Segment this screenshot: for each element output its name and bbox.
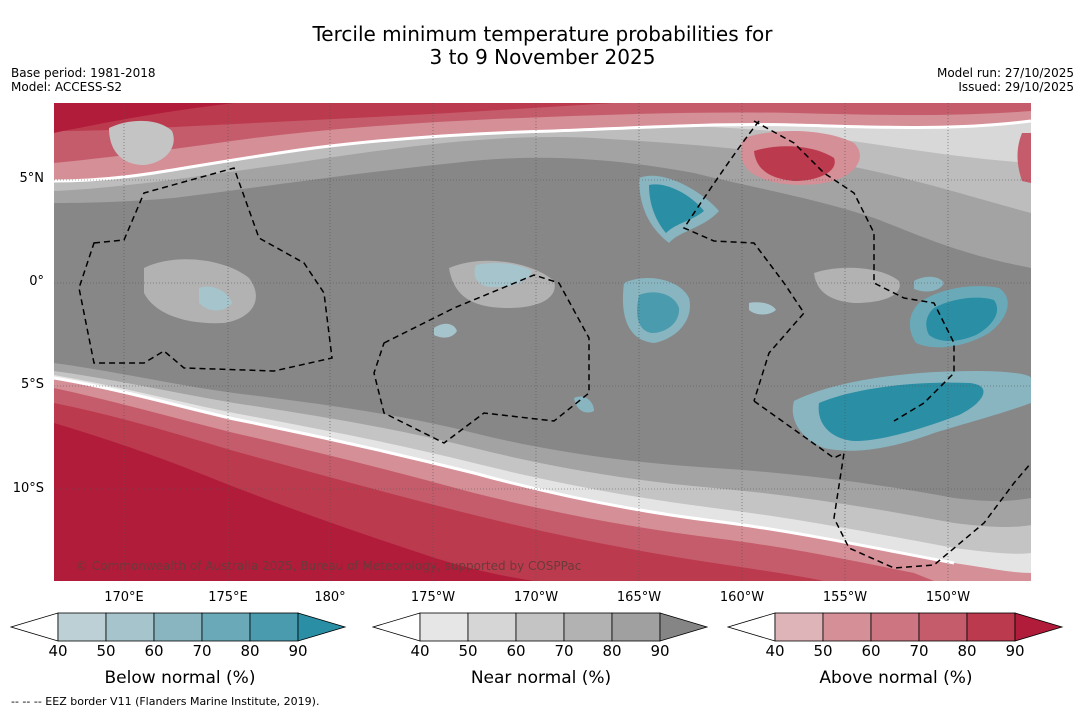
below-patch-small-4 (914, 276, 944, 292)
model-name: Model: ACCESS-S2 (11, 80, 123, 94)
above-colorbar-tick: 50 (813, 642, 833, 660)
near-colorbar-tick: 90 (650, 642, 670, 660)
lon-label-170e: 170°E (104, 590, 144, 605)
colorbar-above (727, 612, 1064, 642)
below-colorbar-under (10, 612, 59, 642)
above-colorbar-segment (918, 612, 968, 642)
below-patch-west (199, 286, 232, 311)
below-colorbar-segment (105, 612, 155, 642)
near-colorbar-segment (419, 612, 469, 642)
below-patch-small-1 (434, 323, 457, 338)
lon-label-150w: 150°W (925, 590, 971, 605)
south-boundary-line (54, 376, 955, 565)
above-colorbar-segment (870, 612, 920, 642)
issued-date: Issued: 29/10/2025 (958, 80, 1074, 94)
east-edge-above (1017, 133, 1031, 183)
colorbar-above-title: Above normal (%) (819, 668, 973, 688)
eez-middle (682, 120, 805, 402)
north-boundary-line (54, 119, 1031, 183)
eez-west (78, 167, 333, 372)
eez-borders (78, 120, 1031, 569)
lon-label-165w: 165°W (616, 590, 662, 605)
north-above-90 (54, 103, 234, 133)
meta-left: Base period: 1981-2018 Model: ACCESS-S2 (11, 66, 156, 94)
lat-label-10s: 10°S (12, 481, 44, 496)
lon-label-175e: 175°E (208, 590, 248, 605)
eez-east (753, 120, 955, 422)
title-line-2: 3 to 9 November 2025 (429, 45, 656, 69)
below-colorbar-tick: 70 (192, 642, 212, 660)
below-colorbar-over (297, 612, 347, 642)
above-colorbar-tick: 60 (861, 642, 881, 660)
copyright-notice: © Commonwealth of Australia 2025, Bureau… (76, 559, 582, 573)
near-colorbar-under (372, 612, 421, 642)
below-patch-small-3 (749, 302, 776, 315)
near-colorbar-segment (515, 612, 565, 642)
south-above-90 (54, 423, 534, 581)
model-run: Model run: 27/10/2025 (936, 66, 1074, 80)
above-colorbar-tick: 70 (909, 642, 929, 660)
below-colorbar-tick: 60 (144, 642, 164, 660)
eez-footnote: -- -- -- EEZ border V11 (Flanders Marine… (11, 695, 320, 708)
north-hole (109, 120, 174, 165)
lon-label-175w: 175°W (410, 590, 456, 605)
above-colorbar-segment (966, 612, 1016, 642)
below-patch-eq (474, 263, 532, 288)
near-colorbar-over (659, 612, 709, 642)
colorbar-below (10, 612, 347, 642)
above-colorbar-under (727, 612, 776, 642)
above-colorbar-tick: 90 (1005, 642, 1025, 660)
below-colorbar-tick: 50 (96, 642, 116, 660)
below-patch-se-core (818, 382, 984, 441)
below-colorbar-segment (201, 612, 251, 642)
near-colorbar-segment (563, 612, 613, 642)
below-colorbar-tick: 80 (240, 642, 260, 660)
below-patch-north-core (649, 184, 704, 233)
below-colorbar-tick: 90 (288, 642, 308, 660)
colorbar-near (372, 612, 709, 642)
near-colorbar-segment (611, 612, 661, 642)
light-patch-east (814, 267, 900, 303)
lat-label-0: 0° (29, 274, 44, 289)
base-period: Base period: 1981-2018 (11, 66, 156, 80)
lon-label-160w: 160°W (719, 590, 765, 605)
above-colorbar-segment (822, 612, 872, 642)
colorbar-below-title: Below normal (%) (104, 668, 256, 688)
colorbar-near-title: Near normal (%) (470, 668, 612, 688)
below-colorbar-segment (153, 612, 203, 642)
eez-central (373, 274, 590, 444)
graticule (54, 103, 1031, 581)
below-colorbar-segment (249, 612, 299, 642)
ne-above-core (754, 146, 835, 181)
near-colorbar-tick: 50 (458, 642, 478, 660)
near-colorbar-tick: 80 (602, 642, 622, 660)
near-colorbar-tick: 40 (410, 642, 430, 660)
lon-label-155w: 155°W (822, 590, 868, 605)
probability-map (54, 103, 1031, 581)
near-colorbar-tick: 60 (506, 642, 526, 660)
near-colorbar-tick: 70 (554, 642, 574, 660)
meta-right: Model run: 27/10/2025 Issued: 29/10/2025 (937, 66, 1074, 94)
lat-label-5n: 5°N (19, 171, 45, 186)
above-colorbar-tick: 40 (765, 642, 785, 660)
below-patch-se-upper-core (926, 297, 998, 341)
eez-southeast (753, 400, 1031, 569)
lon-label-170w: 170°W (513, 590, 559, 605)
below-patch-center-core (637, 292, 680, 333)
lon-label-180: 180° (314, 590, 346, 605)
title-line-1: Tercile minimum temperature probabilitie… (312, 22, 773, 46)
above-colorbar-over (1014, 612, 1064, 642)
north-above-80 (54, 103, 614, 131)
below-colorbar-segment (57, 612, 107, 642)
above-colorbar-segment (774, 612, 824, 642)
lat-label-5s: 5°S (20, 377, 44, 392)
near-colorbar-segment (467, 612, 517, 642)
above-colorbar-tick: 80 (957, 642, 977, 660)
below-colorbar-tick: 40 (48, 642, 68, 660)
